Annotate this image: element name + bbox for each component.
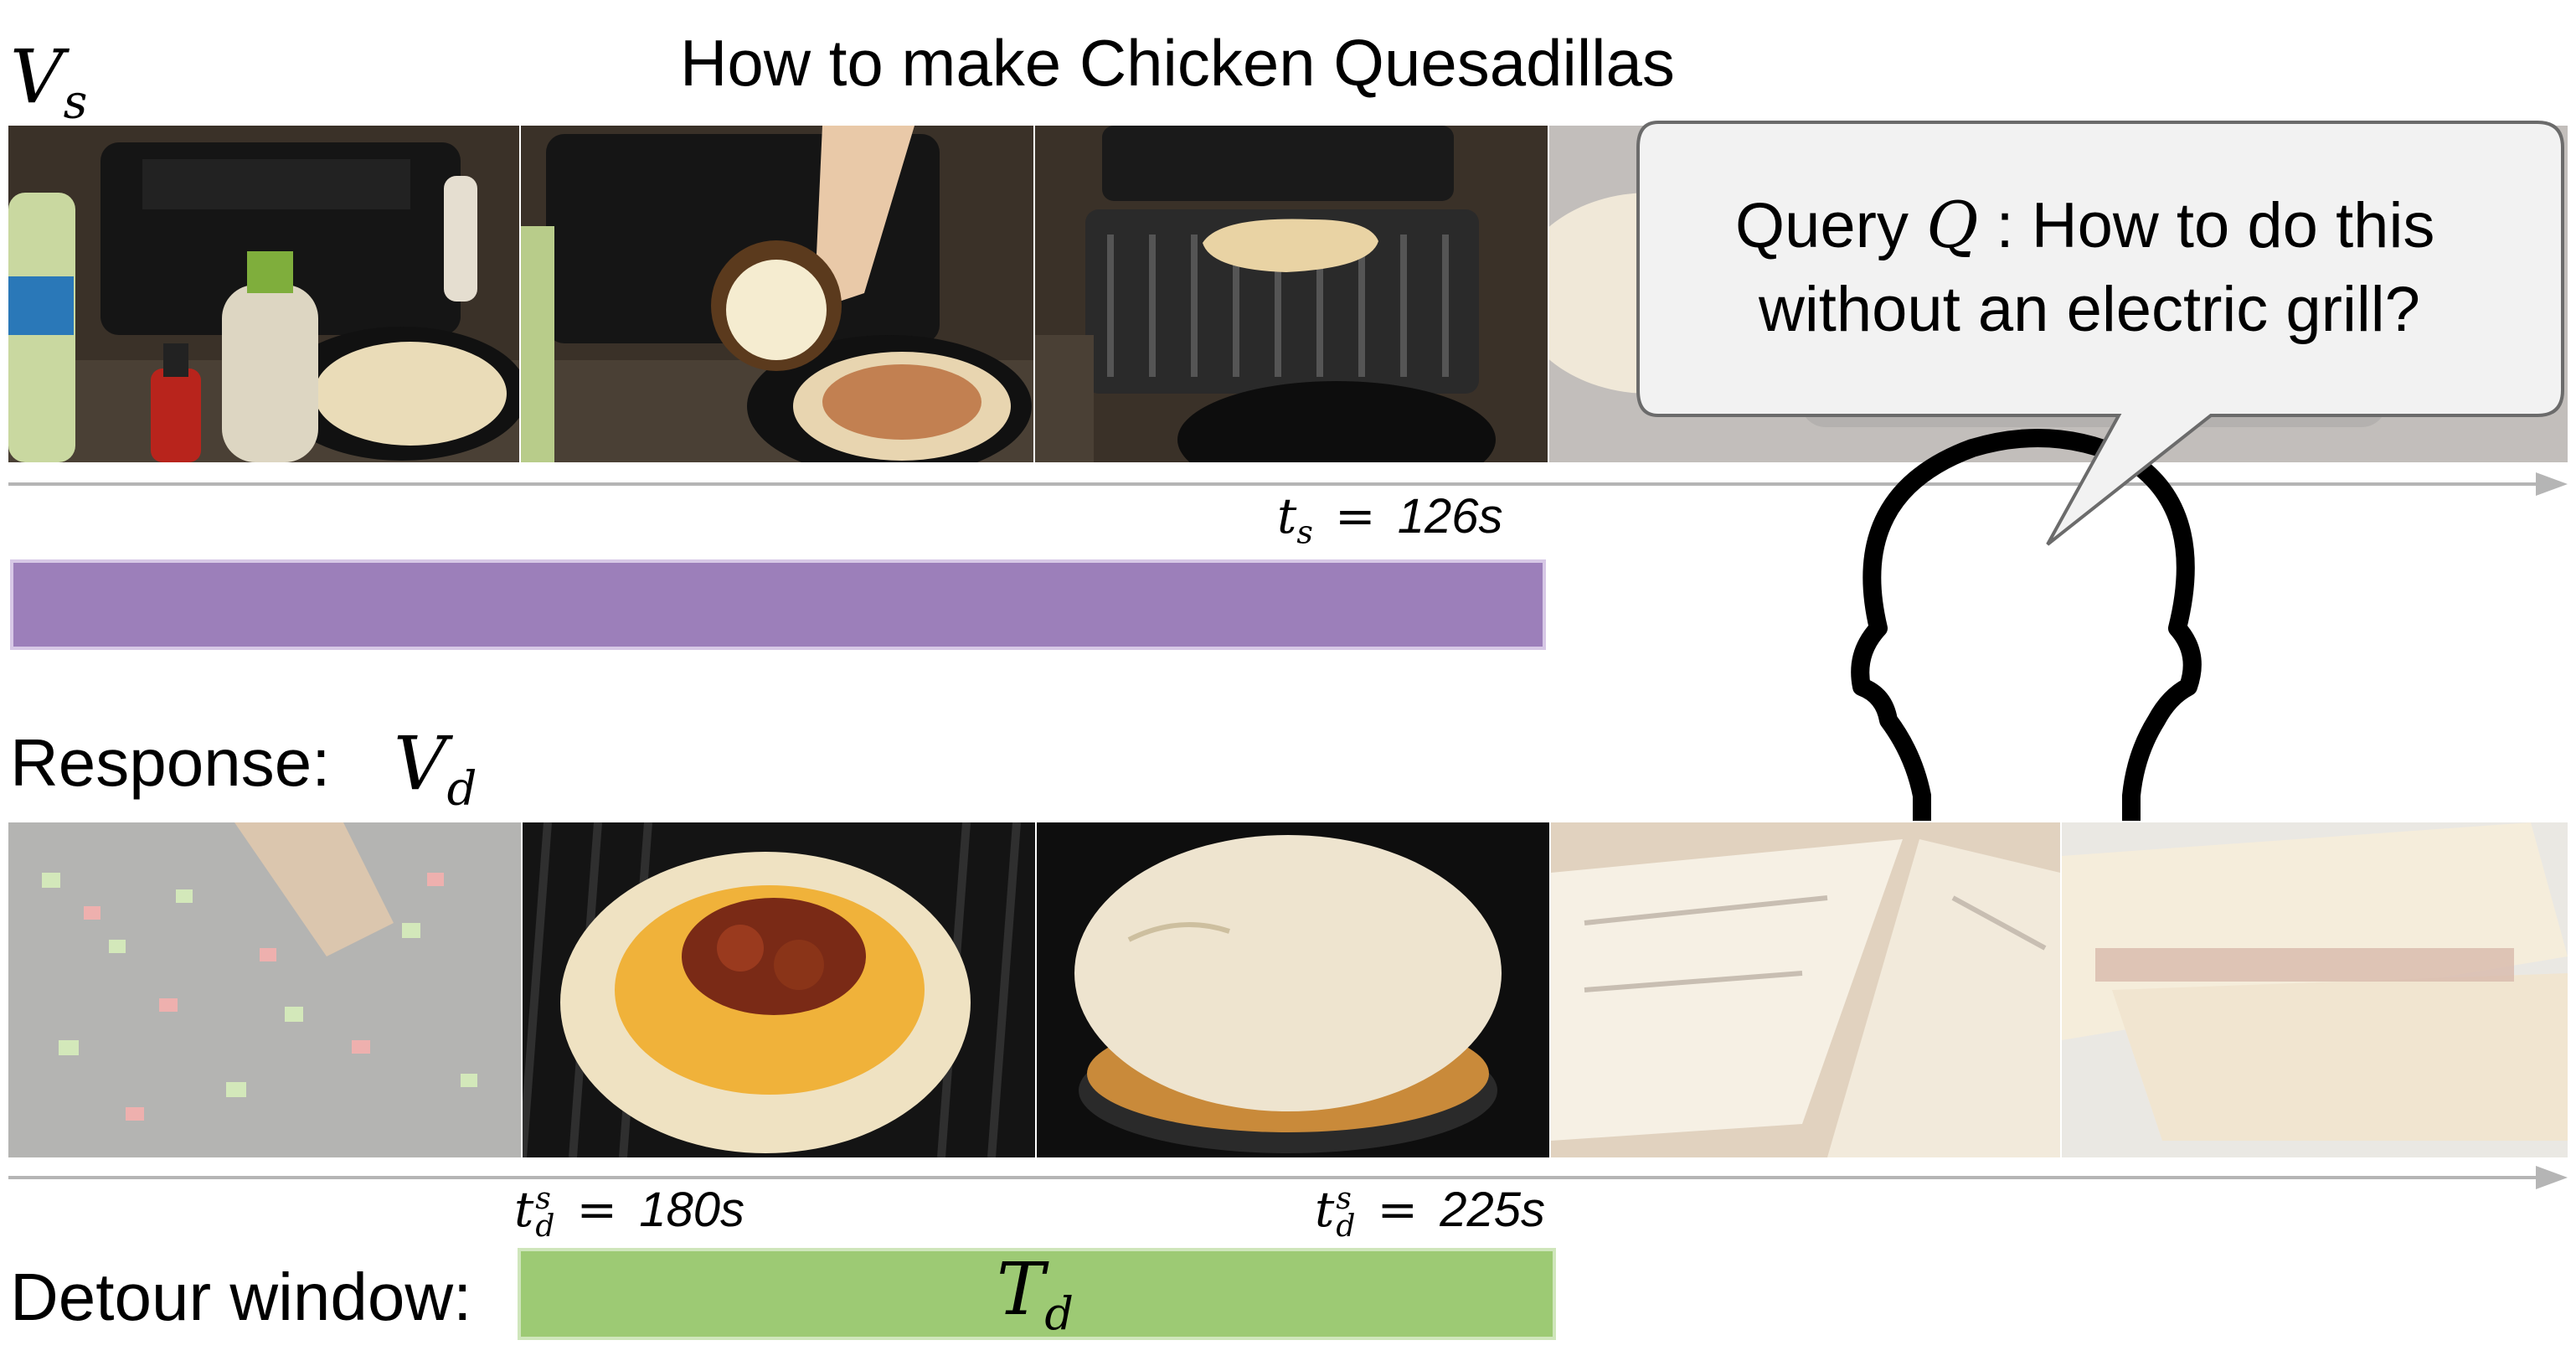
page-title: How to make Chicken Quesadillas bbox=[680, 26, 1675, 100]
source-video-symbol: V bbox=[10, 34, 64, 120]
detour-end-var: t bbox=[1315, 1181, 1335, 1238]
query-line1-rest: : How to do this bbox=[1996, 190, 2435, 261]
grill-quesadilla-frame bbox=[1035, 126, 1548, 462]
source-time-var: t bbox=[1277, 487, 1297, 544]
detour-symbol-sub: d bbox=[1044, 1287, 1074, 1341]
plated-quesadilla-frame bbox=[2062, 822, 2568, 1157]
query-symbol: Q bbox=[1926, 188, 1979, 262]
detour-end-sup: s bbox=[1336, 1182, 1352, 1217]
detour-window-symbol: Td bbox=[997, 1248, 1074, 1340]
source-video-label: Vs bbox=[10, 34, 87, 130]
grill-quesadilla-illustration bbox=[1035, 126, 1548, 462]
ingredients-illustration bbox=[8, 126, 519, 462]
tortilla-toppings-frame bbox=[523, 822, 1035, 1157]
detour-window-label: Detour window: bbox=[10, 1260, 472, 1334]
source-time-sub: s bbox=[1296, 513, 1313, 551]
user-head-icon bbox=[1851, 429, 2202, 821]
folded-tortilla-frame bbox=[1037, 822, 1549, 1157]
detour-start-var: t bbox=[514, 1181, 534, 1238]
plated-quesadilla-illustration bbox=[2062, 822, 2568, 1157]
tortilla-toppings-illustration bbox=[523, 822, 1035, 1157]
source-time-eq: = bbox=[1334, 487, 1376, 544]
source-time-value: 126s bbox=[1397, 489, 1503, 544]
cheese-pour-frame bbox=[521, 126, 1033, 462]
chopped-peppers-frame bbox=[8, 822, 521, 1157]
detour-end-eq: = bbox=[1377, 1181, 1419, 1238]
sliced-quesadilla-frame bbox=[1551, 822, 2060, 1157]
detour-window-bar bbox=[518, 1248, 1556, 1340]
detour-symbol-main: T bbox=[997, 1248, 1045, 1332]
query-text-line1: Query Q : How to do this bbox=[1735, 188, 2434, 262]
detour-end-value: 225s bbox=[1440, 1183, 1545, 1237]
response-video-label: Vd bbox=[394, 720, 477, 817]
detour-end-sub: d bbox=[1336, 1209, 1356, 1244]
cheese-pour-illustration bbox=[521, 126, 1033, 462]
detour-start-sup: s bbox=[535, 1182, 551, 1217]
ingredients-frame bbox=[8, 126, 519, 462]
detour-start-eq: = bbox=[576, 1181, 618, 1238]
response-timeline-arrow bbox=[8, 1166, 2568, 1189]
response-video-symbol: V bbox=[394, 720, 447, 807]
detour-start-value: 180s bbox=[639, 1183, 744, 1237]
query-speech-bubble bbox=[1636, 121, 2564, 546]
chopped-peppers-illustration bbox=[8, 822, 521, 1157]
sliced-quesadilla-illustration bbox=[1551, 822, 2060, 1157]
source-time-marker: ts = 126s bbox=[1277, 487, 1502, 551]
query-prefix: Query bbox=[1735, 190, 1909, 261]
folded-tortilla-illustration bbox=[1037, 822, 1549, 1157]
watched-progress-bar bbox=[10, 559, 1546, 650]
response-video-subscript: d bbox=[446, 761, 477, 817]
detour-start-sub: d bbox=[535, 1209, 555, 1244]
source-video-subscript: s bbox=[63, 75, 88, 130]
query-text-line2: without an electric grill? bbox=[1759, 274, 2420, 345]
response-label: Response: bbox=[10, 725, 331, 800]
